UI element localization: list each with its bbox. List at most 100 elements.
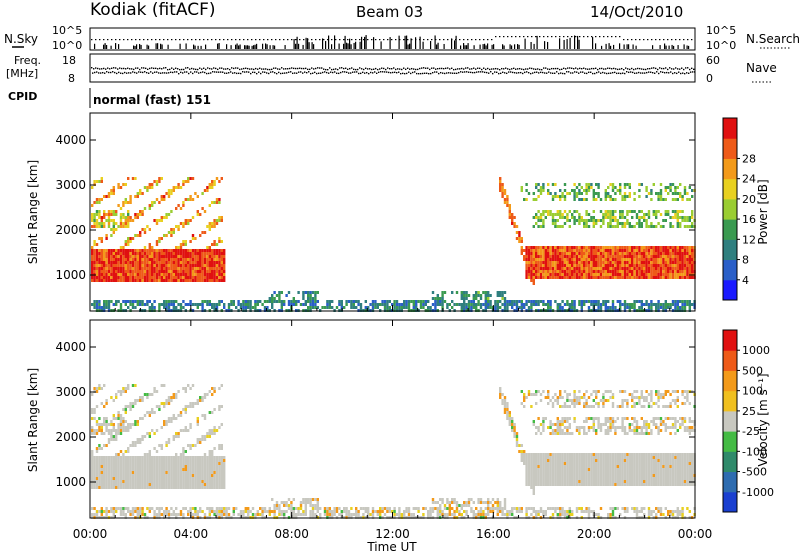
nave-point	[534, 71, 536, 74]
heatmap-cell	[208, 270, 211, 273]
heatmap-cell	[578, 246, 581, 249]
heatmap-cell	[679, 261, 682, 264]
nsearch-dot	[423, 39, 425, 41]
heatmap-cell	[141, 261, 144, 264]
heatmap-cell	[431, 297, 435, 300]
nsky-bar	[307, 38, 309, 49]
heatmap-cell	[571, 267, 574, 270]
freq-point	[271, 68, 273, 71]
heatmap-cell	[662, 225, 665, 228]
heatmap-cell	[688, 219, 691, 222]
nave-point	[562, 72, 564, 75]
heatmap-cell	[122, 279, 125, 282]
y-tick-label: 3000	[55, 178, 86, 192]
heatmap-cell	[187, 273, 190, 276]
nave-point	[540, 71, 542, 74]
heatmap-cell	[155, 279, 159, 282]
heatmap-cell	[189, 267, 192, 270]
heatmap-cell	[158, 405, 161, 408]
heatmap-cell	[208, 276, 211, 279]
heatmap-cell	[652, 276, 655, 279]
heatmap-cell	[585, 264, 588, 267]
heatmap-cell	[153, 471, 156, 474]
heatmap-cell	[556, 252, 559, 255]
heatmap-cell	[170, 462, 173, 465]
heatmap-cell	[283, 303, 286, 306]
heatmap-cell	[141, 267, 144, 270]
heatmap-cell	[189, 486, 192, 489]
heatmap-cell	[141, 486, 144, 489]
nsearch-dot	[659, 39, 661, 41]
heatmap-cell	[160, 219, 163, 222]
heatmap-cell	[208, 429, 211, 432]
heatmap-cell	[599, 306, 603, 309]
y-tick-label: 2000	[55, 223, 86, 237]
heatmap-cell	[218, 240, 221, 243]
heatmap-cell	[518, 300, 521, 303]
heatmap-cell	[91, 225, 94, 228]
heatmap-cell	[599, 267, 603, 270]
heatmap-cell	[571, 189, 574, 192]
heatmap-cell	[489, 306, 492, 309]
nsky-bar	[479, 44, 481, 49]
heatmap-cell	[170, 471, 173, 474]
heatmap-cell	[513, 225, 516, 228]
heatmap-cell	[501, 297, 504, 300]
nave-point	[518, 72, 520, 74]
heatmap-cell	[655, 273, 658, 276]
heatmap-cell	[206, 393, 209, 396]
freq-point	[683, 68, 685, 71]
heatmap-cell	[559, 210, 562, 213]
heatmap-cell	[136, 423, 139, 426]
heatmap-cell	[163, 195, 166, 198]
heatmap-cell	[163, 420, 166, 423]
nsky-bar	[350, 44, 352, 49]
heatmap-cell	[191, 486, 195, 489]
heatmap-cell	[638, 219, 641, 222]
heatmap-cell	[218, 267, 221, 270]
nsky-bar	[254, 44, 256, 49]
heatmap-cell	[520, 246, 523, 249]
nave-point	[444, 72, 446, 75]
heatmap-cell	[139, 510, 142, 513]
heatmap-cell	[578, 222, 581, 225]
heatmap-cell	[607, 261, 610, 264]
freq-point	[249, 68, 251, 70]
heatmap-cell	[141, 471, 144, 474]
freq-point	[167, 68, 169, 71]
heatmap-cell	[163, 216, 166, 219]
heatmap-cell	[134, 420, 137, 423]
heatmap-cell	[165, 276, 168, 279]
heatmap-cell	[107, 195, 111, 198]
heatmap-cell	[196, 267, 199, 270]
colorbar-segment	[723, 198, 737, 220]
freq-point	[583, 67, 585, 69]
heatmap-cell	[189, 405, 192, 408]
heatmap-cell	[285, 294, 288, 297]
heatmap-cell	[559, 258, 562, 261]
heatmap-cell	[256, 303, 259, 306]
heatmap-cell	[669, 255, 672, 258]
heatmap-cell	[110, 471, 113, 474]
heatmap-cell	[141, 435, 144, 438]
heatmap-cell	[602, 252, 605, 255]
heatmap-cell	[117, 204, 120, 207]
nsearch-dot	[203, 39, 205, 41]
heatmap-cell	[182, 183, 185, 186]
nsky-bar	[197, 45, 199, 49]
heatmap-cell	[547, 213, 550, 216]
heatmap-cell	[628, 195, 631, 198]
heatmap-cell	[638, 276, 641, 279]
heatmap-cell	[604, 189, 607, 192]
heatmap-cell	[671, 255, 675, 258]
heatmap-cell	[220, 456, 223, 459]
heatmap-cell	[167, 231, 171, 234]
heatmap-cell	[503, 198, 507, 201]
heatmap-cell	[158, 303, 161, 306]
heatmap-cell	[215, 261, 219, 264]
heatmap-cell	[91, 255, 94, 258]
heatmap-cell	[223, 264, 226, 267]
heatmap-cell	[194, 474, 197, 477]
heatmap-cell	[561, 252, 564, 255]
nave-point	[482, 71, 484, 73]
